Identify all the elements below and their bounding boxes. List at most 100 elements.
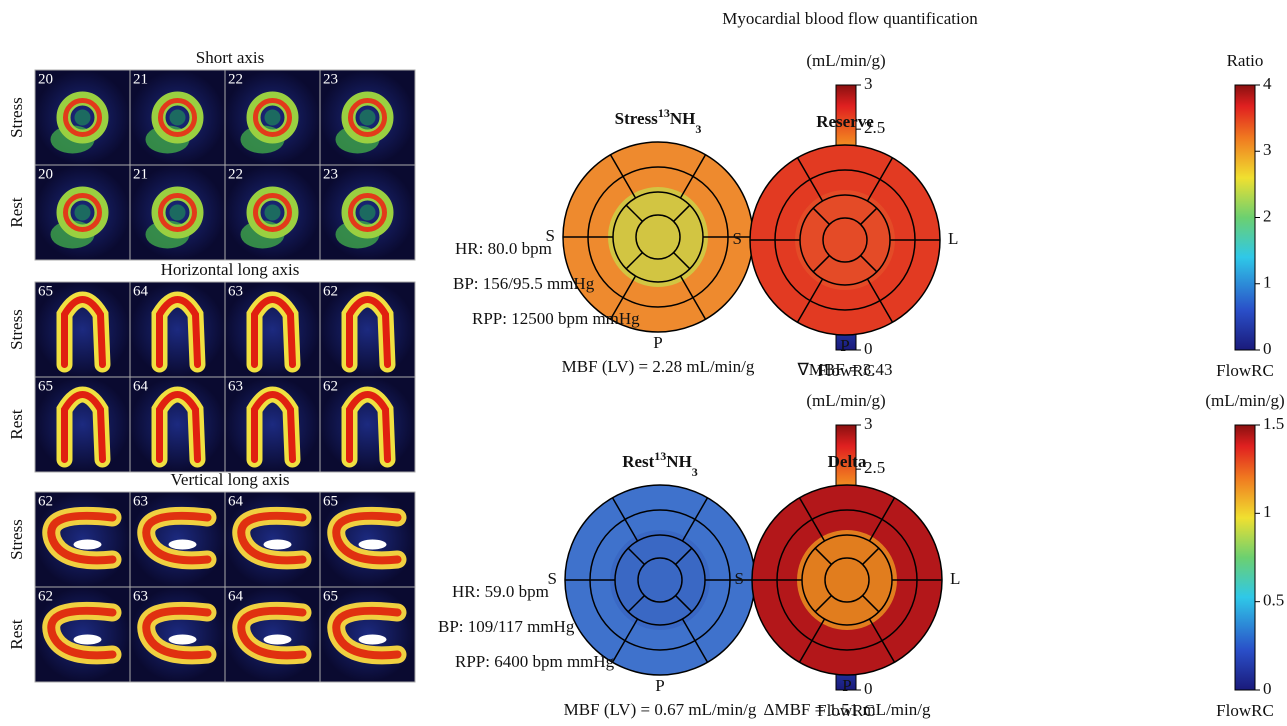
map-title-part: 13 [658, 106, 670, 120]
image-frame: 65 [320, 587, 415, 682]
section-title: Vertical long axis [171, 470, 290, 489]
polar-center-glow [610, 530, 710, 630]
map-title-part: 3 [692, 465, 698, 479]
image-frame: 21 [130, 165, 225, 260]
row-label: Stress [7, 309, 26, 350]
colorbar-tick-label: 3 [864, 74, 873, 93]
frame-number: 22 [228, 71, 243, 87]
row-label: Rest [7, 619, 26, 650]
colorbar-tick-label: 0 [864, 679, 873, 698]
colorbar-tick-label: 0 [1263, 339, 1272, 358]
colorbar-unit: Ratio [1227, 51, 1264, 70]
row-label: Rest [7, 197, 26, 228]
row-label: Stress [7, 519, 26, 560]
polar-center-glow [608, 187, 708, 287]
colorbar-tick-label: 1 [1263, 502, 1272, 521]
image-frame: 65 [320, 492, 415, 587]
map-title-part: 3 [695, 122, 701, 136]
cavity [360, 110, 376, 126]
map-title: Stress13NH3 [615, 106, 702, 136]
colorbar-tick-label: 3 [1263, 140, 1272, 159]
image-frame: 64 [225, 492, 320, 587]
polar-center-glow [797, 530, 897, 630]
frame-number: 62 [323, 283, 338, 299]
hot-spot [74, 635, 102, 645]
hot-spot [359, 635, 387, 645]
stat: HR: 80.0 bpm [455, 239, 552, 258]
hot-spot [74, 540, 102, 550]
orientation-left: S [735, 569, 744, 588]
image-frame: 22 [225, 70, 320, 165]
colorbar-tick-label: 1.5 [1263, 414, 1284, 433]
image-frame: 20 [35, 70, 130, 165]
frame-number: 63 [228, 378, 243, 394]
image-frame: 64 [130, 282, 225, 377]
frame-number: 63 [228, 283, 243, 299]
map-title-part: 13 [654, 449, 666, 463]
frame-number: 21 [133, 166, 148, 182]
orientation-bottom: P [655, 676, 664, 695]
cavity [75, 110, 91, 126]
colorbar-tick-label: 0 [864, 339, 873, 358]
orientation-right: L [948, 229, 958, 248]
map-title-part: NH [670, 109, 696, 128]
frame-number: 62 [38, 588, 53, 604]
stat: RPP: 12500 bpm mmHg [472, 309, 640, 328]
map-title-part: Delta [828, 452, 867, 471]
image-frame: 62 [320, 377, 415, 472]
colorbar-unit: (mL/min/g) [806, 51, 885, 70]
hot-spot [264, 635, 292, 645]
cavity [75, 205, 91, 221]
image-frame: 22 [225, 165, 320, 260]
hot-spot [169, 540, 197, 550]
frame-number: 63 [133, 588, 148, 604]
frame-number: 65 [323, 493, 338, 509]
map-summary: ΔMBF = 1.51 mL/min/g [764, 700, 931, 719]
map-title: Delta [828, 452, 867, 471]
orientation-bottom: P [842, 676, 851, 695]
figure: Myocardial blood flow quantification Sho… [0, 0, 1287, 726]
frame-number: 62 [38, 493, 53, 509]
frame-number: 22 [228, 166, 243, 182]
stat: BP: 156/95.5 mmHg [453, 274, 595, 293]
cavity [170, 205, 186, 221]
section-title: Short axis [196, 48, 264, 67]
image-frame: 20 [35, 165, 130, 260]
frame-number: 64 [228, 493, 244, 509]
frame-number: 62 [323, 378, 338, 394]
map-title: Rest13NH3 [622, 449, 698, 479]
orientation-left: S [548, 569, 557, 588]
orientation-bottom: P [653, 333, 662, 352]
colorbar-unit: (mL/min/g) [806, 391, 885, 410]
frame-number: 23 [323, 166, 338, 182]
figure-title: Myocardial blood flow quantification [722, 9, 978, 28]
orientation-right: L [950, 569, 960, 588]
image-frame: 62 [35, 492, 130, 587]
frame-number: 64 [133, 283, 149, 299]
colorbar-label: FlowRC [1216, 361, 1274, 380]
map-title-part: Rest [622, 452, 654, 471]
image-frame: 63 [130, 587, 225, 682]
image-frame: 62 [320, 282, 415, 377]
colorbar [1235, 425, 1255, 690]
section-title: Horizontal long axis [161, 260, 300, 279]
image-frame: 63 [225, 282, 320, 377]
colorbar-tick-label: 4 [1263, 74, 1272, 93]
colorbar-unit: (mL/min/g) [1205, 391, 1284, 410]
hot-spot [169, 635, 197, 645]
map-title-part: NH [666, 452, 692, 471]
stat: HR: 59.0 bpm [452, 582, 549, 601]
stat: BP: 109/117 mmHg [438, 617, 575, 636]
map-title-part: Stress [615, 109, 659, 128]
colorbar-label: FlowRC [1216, 701, 1274, 720]
polar-center-glow [795, 190, 895, 290]
cavity [265, 205, 281, 221]
image-frame: 21 [130, 70, 225, 165]
map-title-part: Reserve [816, 112, 874, 131]
hot-spot [264, 540, 292, 550]
orientation-bottom: P [840, 336, 849, 355]
colorbar-tick-label: 2.5 [864, 458, 885, 477]
cavity [360, 205, 376, 221]
frame-number: 65 [38, 378, 53, 394]
frame-number: 65 [38, 283, 53, 299]
